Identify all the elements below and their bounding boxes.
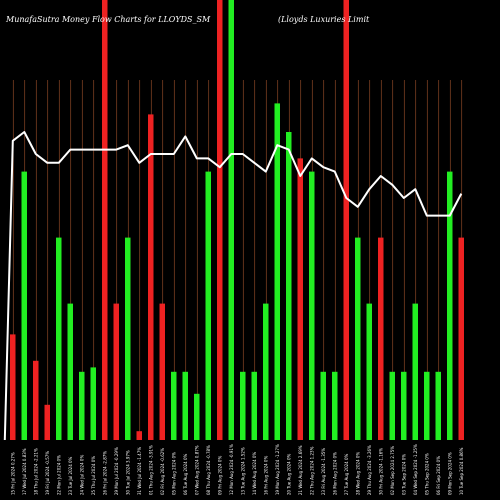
price-line bbox=[3, 131, 463, 441]
flow-bar bbox=[67, 303, 73, 440]
flow-bar bbox=[274, 103, 280, 441]
flow-bar bbox=[102, 0, 108, 440]
flow-bar bbox=[217, 0, 223, 440]
money-flow-bars bbox=[10, 0, 464, 441]
flow-bar bbox=[240, 371, 246, 440]
tick-label: 15 Fri Jul 2024 0.27% bbox=[10, 452, 15, 495]
chart-title: MunafaSutra Money Flow Charts for LLOYDS… bbox=[5, 15, 211, 24]
flow-bar bbox=[458, 237, 464, 440]
tick-label: 18 Thu Jul 2024 -2.21% bbox=[33, 448, 38, 495]
flow-bar bbox=[412, 303, 418, 440]
tick-label: 02 Fri Aug 2024 -0.62% bbox=[160, 448, 165, 495]
tick-label: 05 Thu Sep 2024 0% bbox=[424, 453, 429, 495]
tick-label: 21 Wed Aug 2024 2.69% bbox=[298, 445, 303, 495]
flow-bar bbox=[125, 237, 131, 440]
tick-label: 26 Fri Jul 2024 -2.87% bbox=[102, 451, 107, 495]
flow-bar bbox=[401, 371, 407, 440]
flow-bar bbox=[435, 371, 441, 440]
tick-label: 13 Tue Aug 2024 1.52% bbox=[240, 447, 245, 495]
x-axis-tick-labels: 15 Fri Jul 2024 0.27% 17 Wed Jul 2024 0.8… bbox=[10, 444, 464, 495]
tick-label: 26 Mon Aug 2024 0% bbox=[332, 452, 337, 495]
tick-label: 10 Tue Sep 2024 0.86% bbox=[459, 447, 464, 495]
tick-label: 19 Fri Jul 2024 -0.57% bbox=[45, 451, 50, 495]
flow-bar bbox=[389, 371, 395, 440]
flow-bar bbox=[171, 371, 177, 440]
flow-bar bbox=[366, 303, 372, 440]
flow-bar bbox=[355, 237, 361, 440]
flow-bar bbox=[228, 0, 234, 440]
flow-bar bbox=[343, 0, 349, 440]
flow-bar bbox=[320, 371, 326, 440]
tick-label: 09 Fri Aug 2024 0% bbox=[217, 456, 222, 495]
tick-label: 08 Thu Aug 2024 -0.78% bbox=[206, 445, 211, 495]
tick-label: 09 Mon Sep 2024 0% bbox=[447, 452, 452, 495]
tick-label: 03 Tue Sep 2024 0% bbox=[401, 454, 406, 495]
flow-bar bbox=[447, 171, 453, 440]
tick-label: 20 Tue Aug 2024 0% bbox=[286, 453, 291, 495]
tick-label: 19 Mon Aug 2024 -1.27% bbox=[275, 444, 280, 495]
flow-bar bbox=[10, 334, 16, 440]
flow-bar bbox=[136, 431, 142, 440]
flow-bar bbox=[424, 371, 430, 440]
tick-label: 05 Mon Aug 2024 0% bbox=[171, 452, 176, 495]
flow-bar bbox=[182, 371, 188, 440]
tick-label: 23 Fri Aug 2024 -1.35% bbox=[321, 448, 326, 495]
tick-label: 29 Mon Jul 2024 -0.29% bbox=[114, 447, 119, 495]
tick-label: 06 Tue Aug 2024 0% bbox=[183, 453, 188, 495]
flow-bar bbox=[90, 367, 96, 440]
tick-label: 17 Wed Jul 2024 0.83% bbox=[22, 448, 27, 495]
tick-label: 29 Thu Aug 2024 -3.26% bbox=[367, 445, 372, 495]
flow-bar bbox=[194, 393, 200, 440]
tick-label: 14 Wed Aug 2024 0% bbox=[252, 452, 257, 495]
flow-bar bbox=[251, 371, 257, 440]
tick-label: 01 Thu Aug 2024 -3.91% bbox=[148, 445, 153, 495]
flow-bar bbox=[21, 171, 27, 440]
tick-label: 25 Thu Jul 2024 0% bbox=[91, 456, 96, 495]
tick-label: 30 Fri Aug 2024 -1.16% bbox=[378, 448, 383, 495]
tick-label: 23 Tue Jul 2024 0% bbox=[68, 456, 73, 495]
tick-label: 22 Thu Aug 2024 1.23% bbox=[309, 446, 314, 495]
tick-label: 28 Wed Aug 2024 0% bbox=[355, 452, 360, 495]
tick-label: 07 Wed Aug 2024 0.87% bbox=[194, 445, 199, 495]
chart-subtitle: (Lloyds Luxuries Limit bbox=[278, 15, 370, 24]
tick-label: 22 Mon Jul 2024 0% bbox=[56, 455, 61, 495]
tick-label: 12 Mon Aug 2024 -0.91% bbox=[229, 444, 234, 495]
flow-bar bbox=[378, 237, 384, 440]
flow-bar bbox=[148, 114, 154, 441]
flow-bar bbox=[44, 404, 50, 440]
flow-bar bbox=[56, 237, 62, 440]
tick-label: 06 Fri Sep 2024 0% bbox=[436, 456, 441, 495]
tick-label: 30 Tue Jul 2024 3.97% bbox=[125, 450, 130, 495]
tick-label: 24 Wed Jul 2024 0% bbox=[79, 455, 84, 495]
flow-bar bbox=[113, 303, 119, 440]
tick-label: 31 Wed Jul 2024 -1.47% bbox=[137, 447, 142, 495]
flow-bar bbox=[79, 371, 85, 440]
tick-label: 27 Tue Aug 2024 0% bbox=[344, 453, 349, 495]
flow-bar bbox=[332, 371, 338, 440]
flow-bar bbox=[263, 303, 269, 440]
tick-label: 16 Fri Aug 2024 0% bbox=[263, 456, 268, 495]
tick-label: 04 Wed Sep 2024 -1.25% bbox=[413, 444, 418, 495]
tick-label: 02 Mon Sep 2024 2.75% bbox=[390, 446, 395, 495]
flow-bar bbox=[33, 360, 39, 440]
flow-bar bbox=[309, 171, 315, 440]
flow-bar bbox=[286, 132, 292, 440]
flow-bar bbox=[205, 171, 211, 440]
flow-bar bbox=[297, 158, 303, 440]
flow-bar bbox=[159, 303, 165, 440]
